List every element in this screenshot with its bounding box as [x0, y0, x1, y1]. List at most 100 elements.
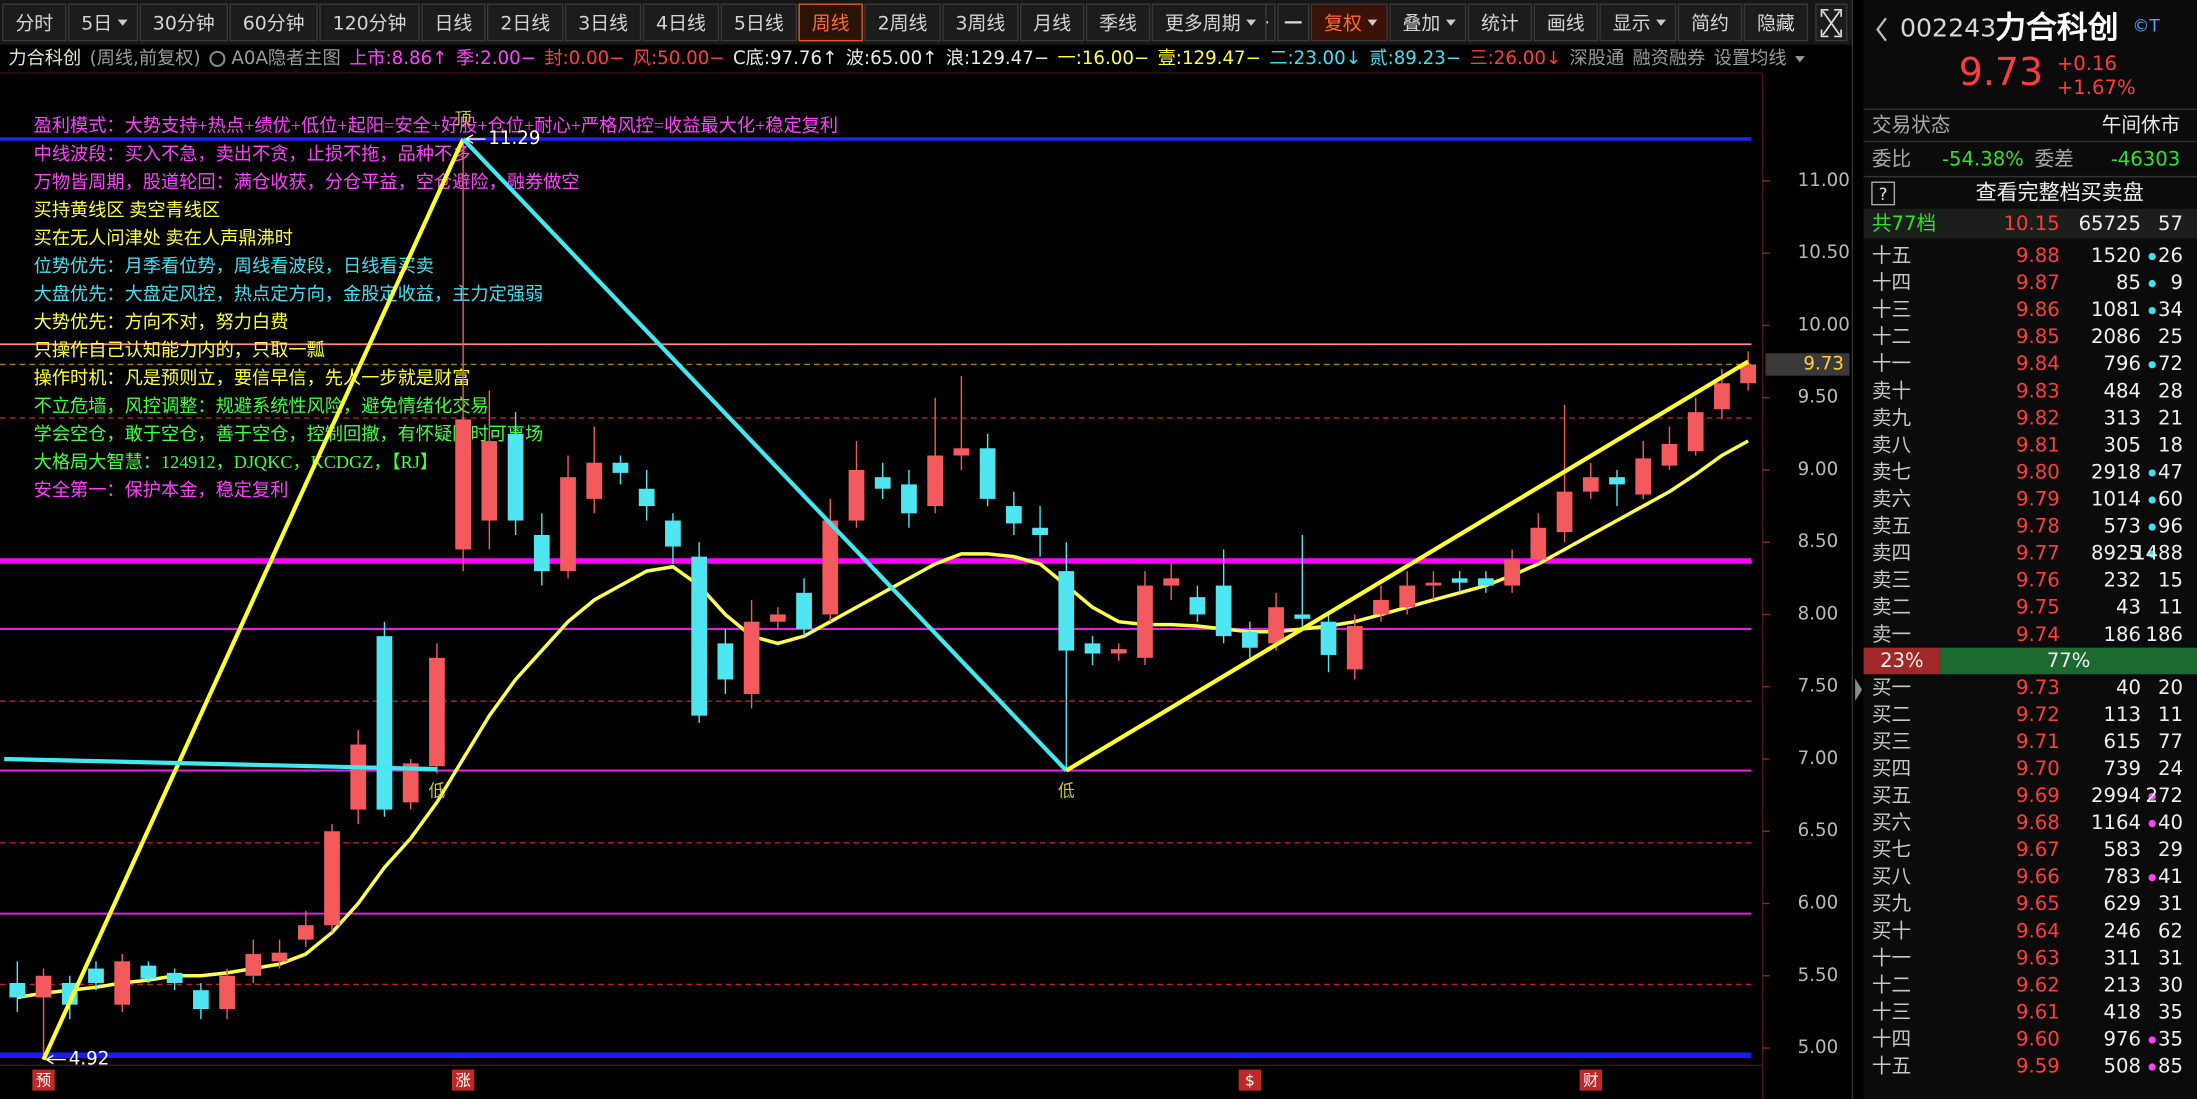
toolbar-button-label[interactable]: 画线 — [1547, 12, 1585, 34]
toolbar-button[interactable] — [564, 3, 642, 42]
candle-body — [1635, 458, 1652, 495]
y-tick-label: 9.00 — [1798, 459, 1839, 480]
event-marker[interactable] — [451, 1069, 475, 1091]
toolbar-button-label[interactable]: 2周线 — [878, 12, 928, 34]
candle-body — [402, 763, 419, 803]
level-dot — [2148, 252, 2156, 261]
status: 午间休市 — [2102, 114, 2180, 137]
level-price: 9.77 — [2016, 542, 2060, 565]
toolbar-button[interactable] — [1677, 3, 1743, 42]
trend-line — [4, 756, 437, 772]
toolbar-button-label[interactable]: 复权 — [1324, 12, 1362, 34]
toolbar-button-label[interactable]: 60分钟 — [243, 12, 305, 34]
candle-body — [691, 556, 708, 716]
toolbar-button[interactable] — [798, 3, 863, 42]
toolbar-button-label[interactable]: 周线 — [812, 12, 850, 34]
toolbar-button[interactable] — [2, 3, 67, 42]
event-marker-label[interactable]: 预 — [36, 1071, 51, 1089]
toolbar-button-label[interactable]: 4日线 — [656, 12, 706, 34]
candle-body — [533, 534, 550, 572]
toolbar-button-label[interactable]: 3日线 — [578, 12, 628, 34]
candle-body — [507, 433, 524, 521]
toolbar-button[interactable] — [421, 3, 486, 42]
back-arrow[interactable] — [1876, 17, 1887, 42]
full-book-link[interactable]: 查看完整档买卖盘 — [1976, 179, 2144, 204]
last-price: 9.73 — [1959, 50, 2043, 94]
fullscreen-icon — [1820, 8, 1842, 38]
y-tick-label: 7.00 — [1798, 748, 1839, 769]
toolbar-button-label[interactable]: 3周线 — [955, 12, 1005, 34]
event-marker[interactable] — [1238, 1069, 1262, 1091]
book-ratio-label: 77% — [2047, 649, 2091, 672]
toolbar-button[interactable] — [720, 3, 798, 42]
toolbar-button[interactable] — [67, 3, 139, 42]
candle-body — [1163, 578, 1180, 586]
candle-body — [481, 441, 498, 521]
event-marker-label[interactable]: 财 — [1583, 1071, 1598, 1089]
toolbar-button[interactable] — [1020, 3, 1085, 42]
level-count: 30 — [2158, 973, 2183, 996]
toolbar-button[interactable] — [139, 3, 228, 42]
toolbar-button-label[interactable]: 统计 — [1481, 12, 1519, 34]
toolbar-button[interactable] — [1743, 3, 1809, 42]
level-price: 9.74 — [2016, 623, 2060, 646]
toolbar-button-label[interactable]: 叠加 — [1403, 12, 1441, 34]
collapse-arrow[interactable] — [1855, 678, 1863, 701]
level-volume: 484 — [2104, 379, 2141, 402]
toolbar-button-label[interactable]: 分时 — [15, 12, 53, 34]
dropdown-arrow — [1656, 19, 1666, 26]
toolbar-button-label[interactable]: 简约 — [1691, 12, 1729, 34]
indicator-item: 力合科创 — [8, 48, 81, 69]
toolbar-button[interactable] — [1085, 3, 1151, 42]
toolbar-button-label[interactable]: 5日线 — [734, 12, 784, 34]
event-marker-label[interactable]: 涨 — [455, 1071, 470, 1089]
toolbar-button-label[interactable]: 季线 — [1099, 12, 1137, 34]
candle-body — [586, 462, 603, 499]
fullscreen[interactable] — [1815, 3, 1848, 42]
toolbar-button-label[interactable]: 2日线 — [500, 12, 550, 34]
toolbar-button-label[interactable]: 5日 — [81, 12, 112, 34]
event-marker[interactable] — [1579, 1069, 1602, 1091]
indicator-item[interactable]: 深股通 — [1570, 48, 1625, 69]
annotation-arrow — [465, 134, 486, 144]
toolbar-button[interactable] — [642, 3, 720, 42]
ratio: -54.38% — [1942, 147, 2024, 170]
toolbar-button-label[interactable]: 30分钟 — [153, 12, 215, 34]
toolbar-button-label[interactable]: 更多周期 — [1165, 12, 1241, 34]
zoom-out[interactable] — [1277, 3, 1310, 42]
toolbar-button-label[interactable]: 显示 — [1613, 12, 1651, 34]
indicator-item[interactable]: 融资融券 — [1633, 48, 1706, 69]
sell-total-price: 10.15 — [2004, 212, 2060, 235]
toolbar-button[interactable] — [1467, 3, 1533, 42]
candle-body — [193, 990, 209, 1009]
level-volume: 2918 — [2091, 460, 2141, 483]
indicator-item: 二:23.00↓ — [1269, 48, 1361, 69]
toolbar-button[interactable] — [229, 3, 318, 42]
toolbar-button-label[interactable]: 120分钟 — [333, 12, 407, 34]
candle-body — [743, 621, 760, 694]
toolbar-button-label[interactable]: 隐藏 — [1757, 12, 1795, 34]
toolbar-button-label[interactable]: 月线 — [1033, 12, 1071, 34]
level-count: 24 — [2158, 757, 2183, 780]
level-count: 96 — [2158, 515, 2183, 538]
toolbar-button[interactable] — [942, 3, 1019, 42]
candle-body — [1294, 614, 1311, 619]
toolbar-button[interactable] — [864, 3, 941, 42]
toolbar-button-label[interactable]: 日线 — [434, 12, 472, 34]
toolbar-button[interactable] — [487, 3, 564, 42]
event-marker-label[interactable]: $ — [1245, 1071, 1255, 1089]
candle-body — [1451, 578, 1468, 583]
level-label: 十一 — [1872, 352, 1911, 375]
settings-icon[interactable] — [209, 50, 226, 67]
toolbar-button[interactable] — [319, 3, 420, 42]
book-ratio-label: 23% — [1880, 649, 1924, 672]
level-volume: 113 — [2104, 703, 2141, 726]
event-marker[interactable] — [32, 1069, 55, 1091]
toolbar-button[interactable] — [1533, 3, 1598, 42]
full-book-button[interactable]: ? 查看完整档买卖盘 — [1871, 179, 2144, 206]
level-count: 21 — [2158, 406, 2183, 429]
toolbar-button[interactable] — [1151, 3, 1267, 42]
annotation-label: 低 — [429, 781, 446, 801]
indicator-item[interactable]: 设置均线 — [1714, 48, 1787, 69]
